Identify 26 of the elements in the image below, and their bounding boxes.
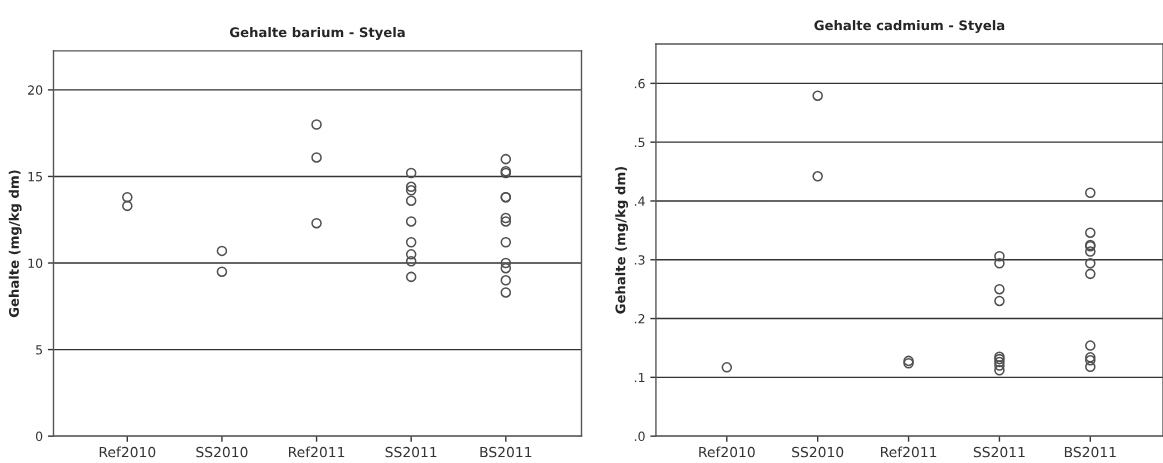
y-tick-label: .0 <box>634 431 645 442</box>
y-axis-title: Gehalte (mg/kg dm) <box>8 170 22 318</box>
y-tick-label: .3 <box>634 255 645 265</box>
chart-title: Gehalte barium - Styela <box>229 27 405 40</box>
y-axis-title: Gehalte (mg/kg dm) <box>615 166 629 314</box>
y-tick-label: .2 <box>634 314 645 324</box>
y-tick-label: 5 <box>36 345 42 355</box>
y-tick-label: .1 <box>634 372 645 383</box>
chart-title: Gehalte cadmium - Styela <box>814 20 1005 33</box>
y-tick-label: 0 <box>35 431 43 442</box>
y-tick-label: 20 <box>28 85 43 95</box>
x-tick-label: BS2011 <box>480 446 532 458</box>
x-tick-label: SS2011 <box>973 446 1025 458</box>
x-tick-label: Ref2010 <box>99 446 156 458</box>
y-tick-label: 10 <box>28 258 43 268</box>
x-tick-label: BS2011 <box>1064 446 1116 458</box>
y-tick-label: 15 <box>28 172 42 182</box>
x-tick-label: SS2011 <box>385 446 437 458</box>
y-tick-label: .4 <box>634 196 645 206</box>
y-tick-label: .6 <box>634 78 645 89</box>
x-tick-label: SS2010 <box>196 446 248 458</box>
x-tick-label: Ref2011 <box>881 446 937 458</box>
y-tick-label: .5 <box>634 137 645 148</box>
x-tick-label: Ref2010 <box>699 446 755 458</box>
x-tick-label: Ref2011 <box>289 446 345 458</box>
x-tick-label: SS2010 <box>792 446 844 458</box>
